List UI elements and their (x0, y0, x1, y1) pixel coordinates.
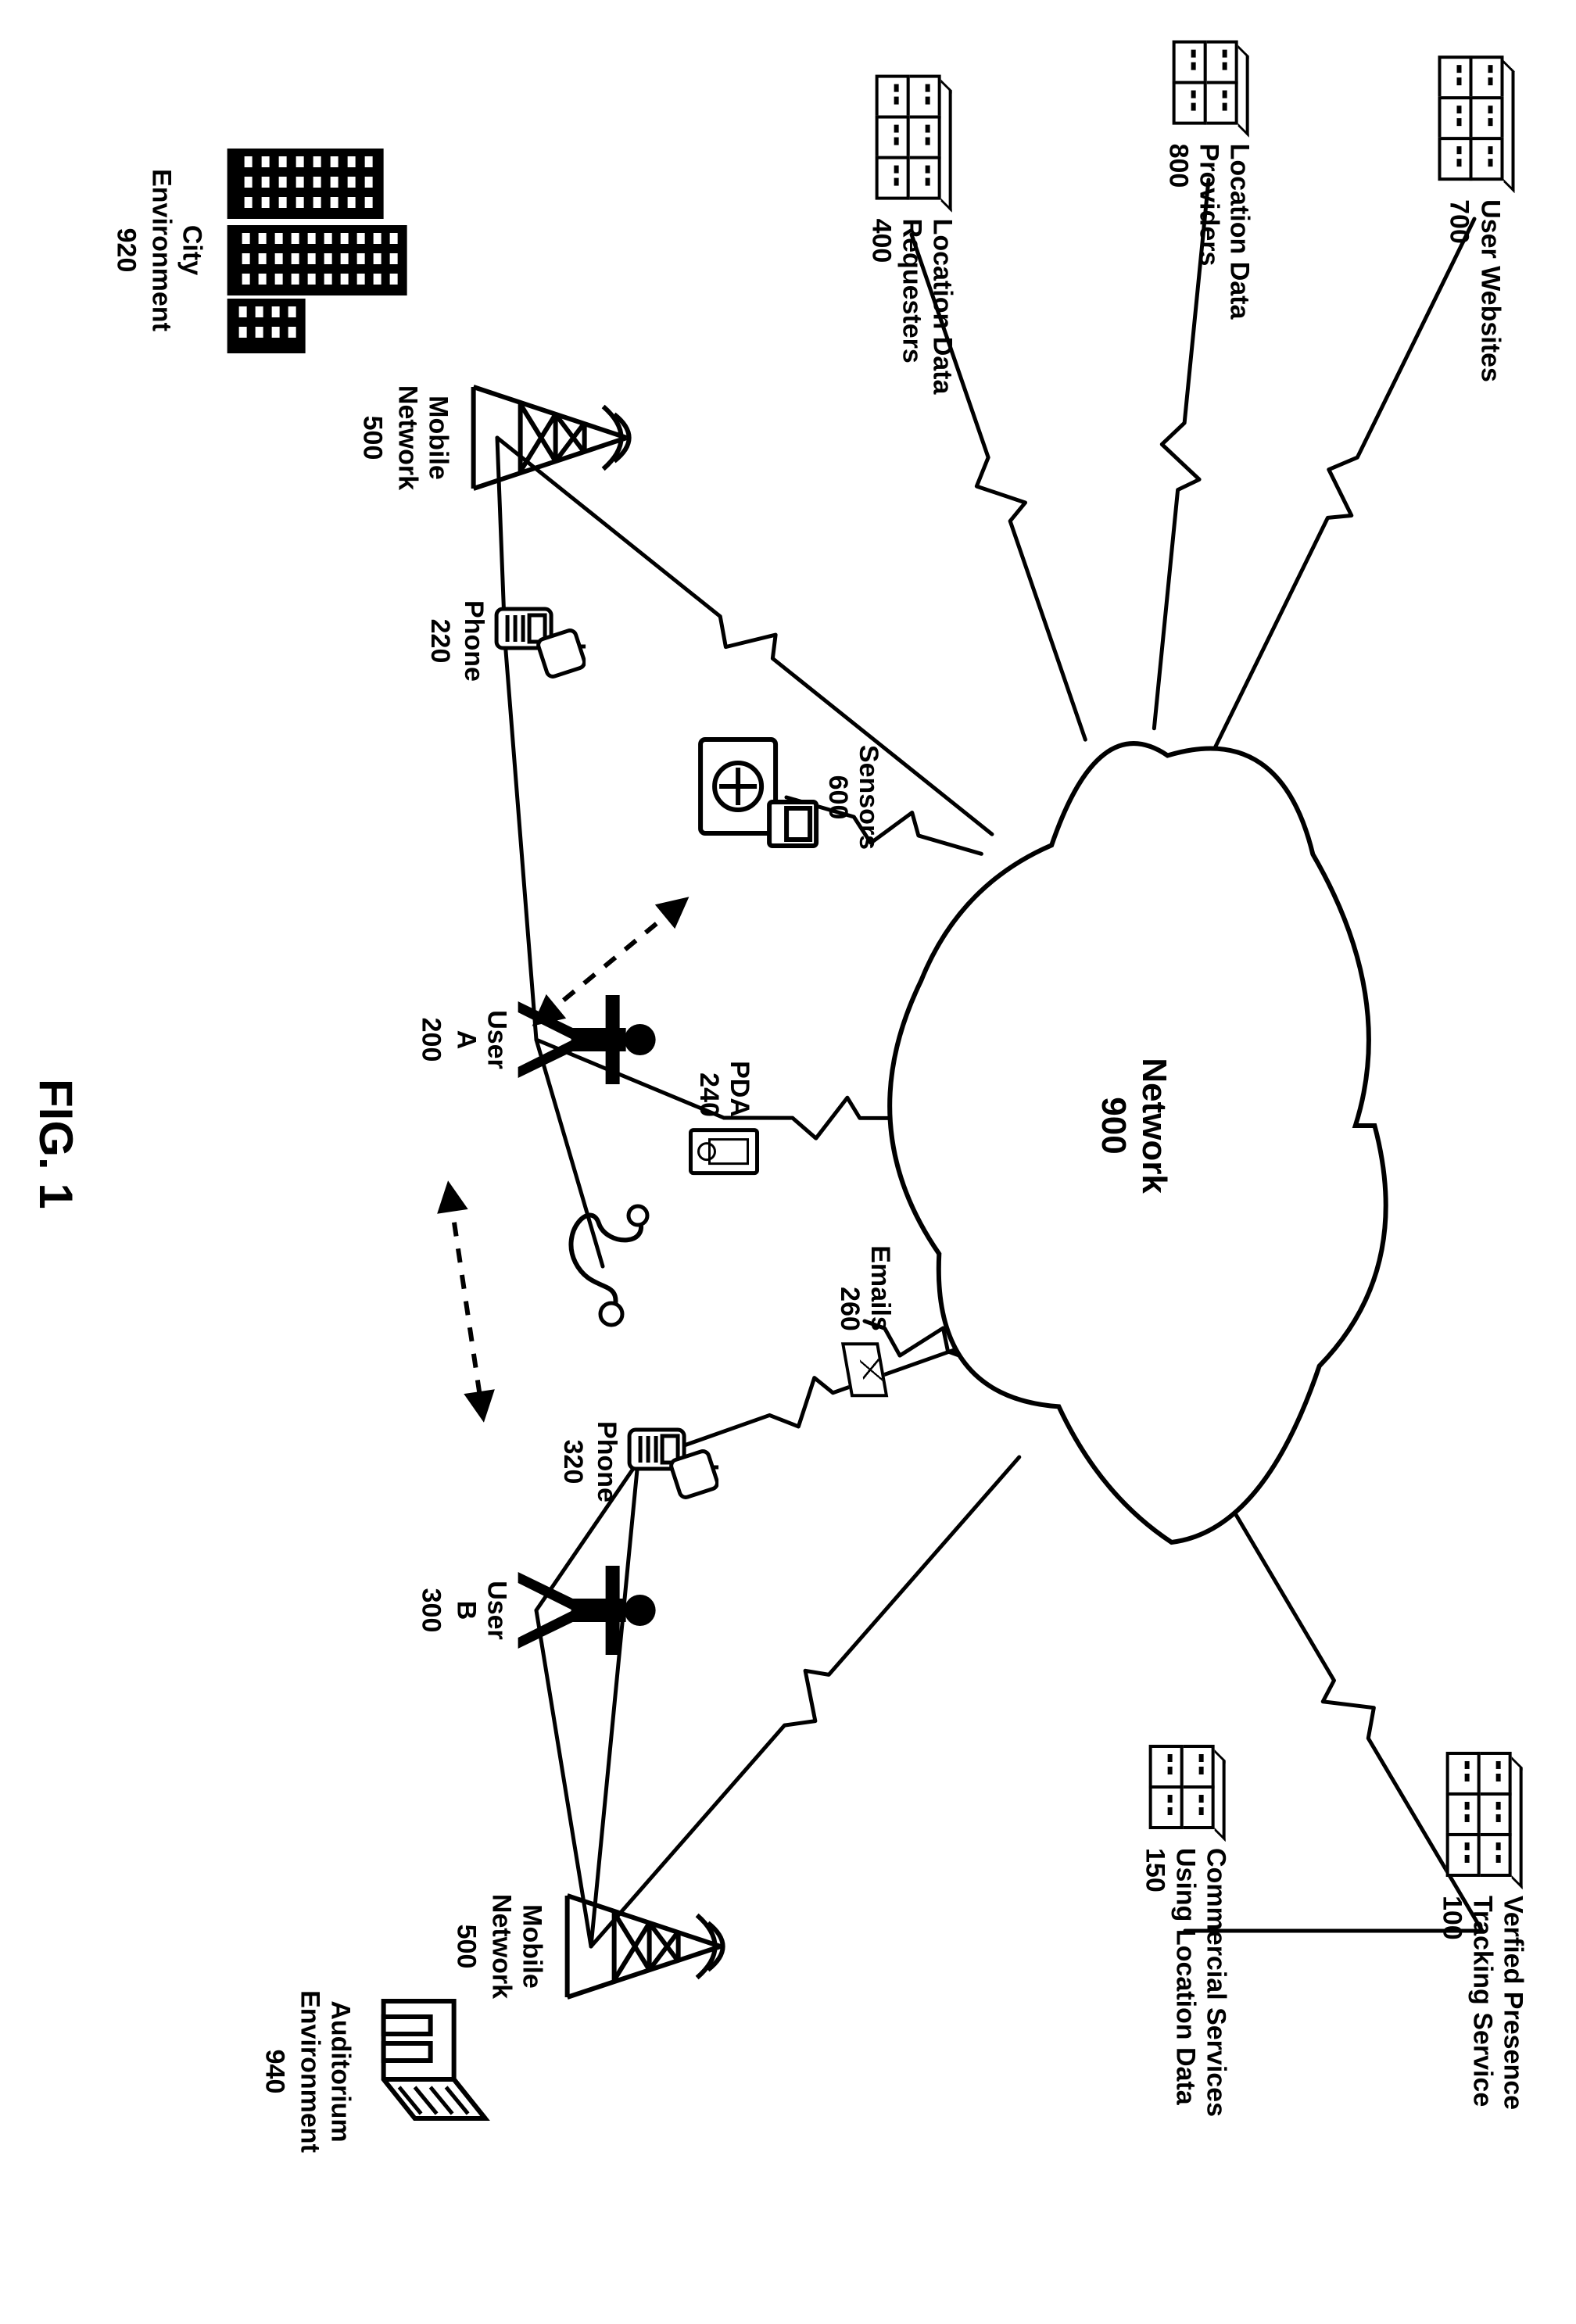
node-commercial_services-ref: 150 (1139, 1848, 1169, 2117)
node-sensors-label: Sensors (853, 745, 883, 850)
node-user_websites-ref: 700 (1444, 199, 1474, 382)
pda-icon (689, 1128, 759, 1175)
node-user_a-ref: 200 (415, 1018, 446, 1062)
node-user_b: User B300 (415, 1559, 657, 1661)
figure-caption-text: FIG. 1 (29, 1079, 83, 1209)
node-phone_b-label: Phone (591, 1421, 621, 1502)
node-user_websites-label: User Websites (1474, 199, 1505, 382)
node-phone_a-label: Phone (458, 600, 489, 682)
node-user_b-ref: 300 (415, 1588, 446, 1633)
figure-stage: Network 900 User Websites700 Location Da… (0, 0, 1576, 2324)
node-city-ref: 920 (110, 228, 141, 273)
node-location_providers-label: Location Data Providers (1193, 144, 1254, 320)
user_a-icon (517, 989, 657, 1090)
node-auditorium-label: Auditorium Environment (294, 1990, 355, 2153)
sensors-icon (690, 727, 822, 868)
tower_left-icon (458, 371, 638, 504)
phone_a-icon (492, 598, 586, 684)
user_b-icon (517, 1559, 657, 1661)
node-verified_presence: Verfied Presence Tracking Service100 (1436, 1752, 1528, 2110)
node-auditorium-ref: 940 (259, 2050, 289, 2094)
node-location_requesters-label: Location Data Requesters (896, 219, 957, 395)
node-commercial_services-label: Commercial Services Using Location Data (1169, 1848, 1230, 2117)
cloud-label: Network (1135, 1058, 1173, 1194)
node-phone_a: Phone220 (424, 598, 586, 684)
figure-caption: FIG. 1 (29, 1079, 83, 1209)
node-auditorium: Auditorium Environment940 (259, 1986, 516, 2157)
node-phone_b-ref: 320 (557, 1440, 588, 1484)
node-city-label: City Environment (145, 169, 206, 331)
node-user_a-label: User A (450, 1010, 511, 1069)
node-user_a: User A200 (415, 989, 657, 1090)
node-emails-label: Emails (865, 1245, 895, 1331)
node-verified_presence-ref: 100 (1436, 1896, 1467, 2110)
node-tower_right-label: Mobile Network (485, 1894, 546, 1999)
node-tower_right-ref: 500 (450, 1925, 481, 1969)
earbuds-icon (552, 1200, 654, 1333)
edge-phone_a-user_a (505, 641, 536, 1040)
verified_presence-icon (1442, 1752, 1523, 1878)
interaction-arrow-1 (450, 1196, 482, 1407)
location_requesters-icon (872, 75, 952, 202)
node-earbuds (552, 1200, 654, 1333)
commercial_services-icon (1145, 1745, 1226, 1831)
node-location_requesters: Location Data Requesters400 (865, 75, 957, 395)
node-tower_left-ref: 500 (356, 416, 387, 460)
node-user_b-label: User B (450, 1581, 511, 1640)
node-emails: Emails260 (834, 1245, 895, 1397)
node-tower_left: Mobile Network500 (356, 371, 637, 504)
node-sensors: Sensors600 (690, 727, 883, 868)
edge-tower_right-phone_b (591, 1462, 638, 1946)
node-commercial_services: Commercial Services Using Location Data1… (1139, 1745, 1230, 2117)
node-pda-ref: 240 (693, 1061, 724, 1117)
location_providers-icon (1169, 41, 1249, 127)
node-user_websites: User Websites700 (1435, 56, 1515, 382)
node-sensors-ref: 600 (822, 775, 853, 820)
node-city: City Environment920 (110, 125, 414, 375)
phone_b-icon (625, 1419, 718, 1505)
node-pda-label: PDA (724, 1061, 754, 1117)
node-verified_presence-label: Verfied Presence Tracking Service (1467, 1896, 1528, 2110)
node-tower_left-label: Mobile Network (392, 385, 453, 490)
city-icon (212, 125, 415, 375)
node-location_providers-ref: 800 (1162, 144, 1193, 320)
cloud-ref: 900 (1094, 1097, 1133, 1154)
node-location_requesters-ref: 400 (865, 219, 896, 395)
auditorium-icon (360, 1986, 517, 2157)
node-phone_a-ref: 220 (424, 619, 455, 664)
emails-icon (846, 1342, 883, 1397)
node-phone_b: Phone320 (557, 1419, 718, 1505)
user_websites-icon (1435, 56, 1515, 182)
node-location_providers: Location Data Providers800 (1162, 41, 1254, 320)
tower_right-icon (552, 1880, 732, 2013)
node-pda: PDA240 (689, 1061, 759, 1175)
edge-cloud-tower_right (591, 1457, 1019, 1946)
node-emails-ref: 260 (834, 1245, 865, 1331)
